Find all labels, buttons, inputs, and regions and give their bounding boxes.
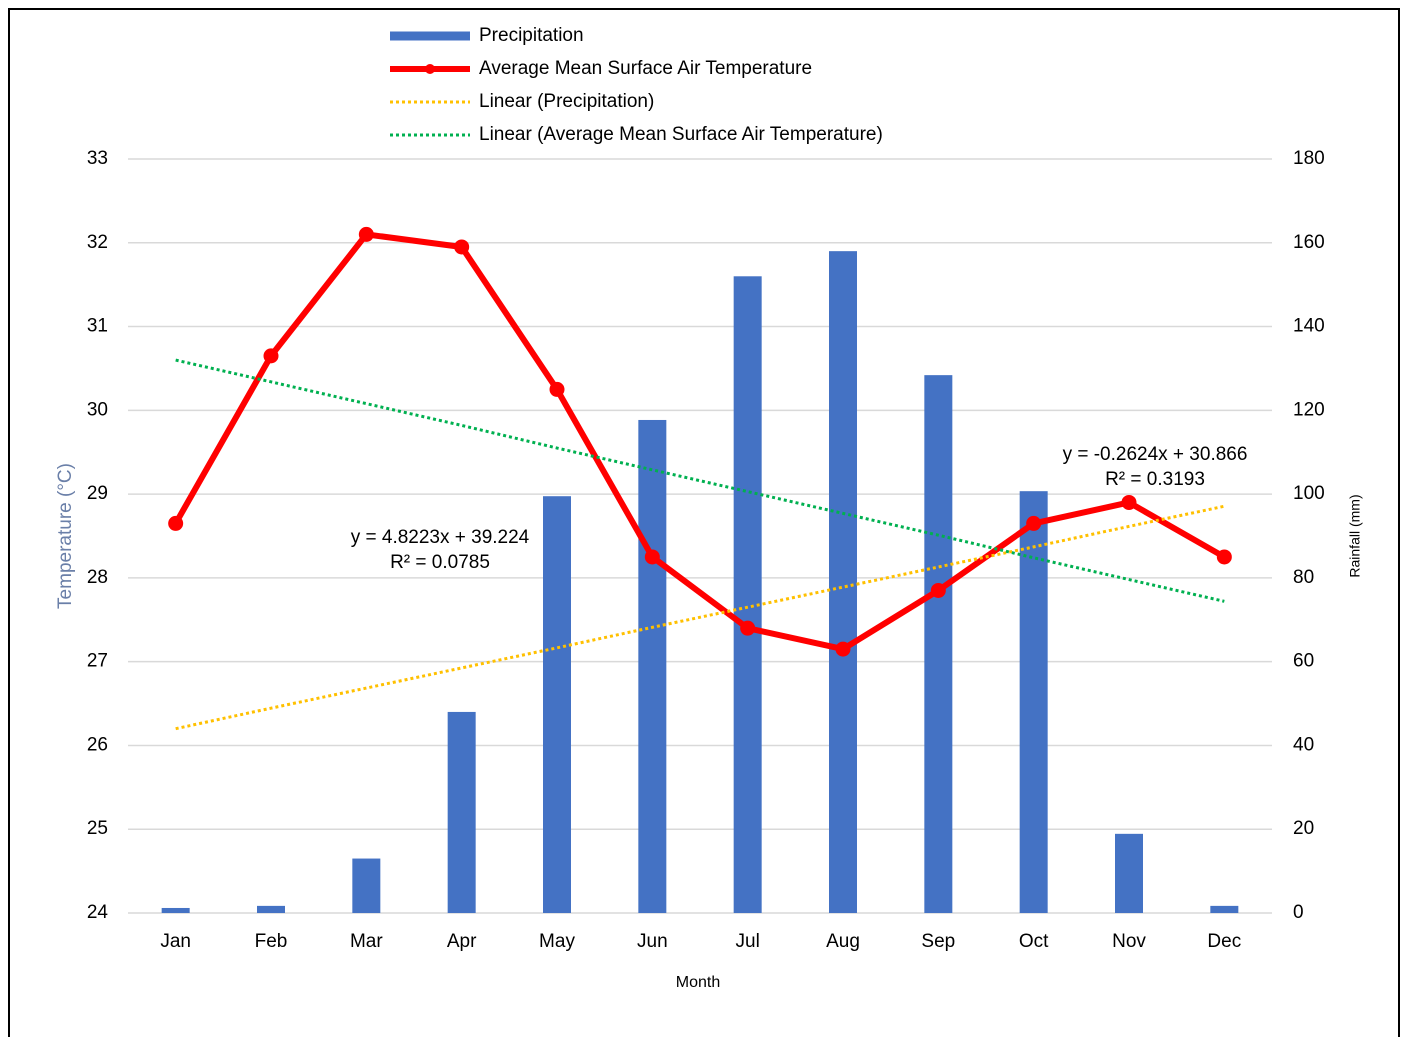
x-tick-label: Feb — [255, 931, 288, 952]
marker — [168, 515, 184, 531]
y-tick-label: 31 — [87, 316, 108, 337]
bar — [733, 276, 762, 913]
bar — [257, 905, 285, 913]
marker — [549, 381, 565, 397]
y2-axis-title: Rainfall (mm) — [1347, 494, 1363, 577]
bar — [1115, 833, 1143, 913]
bar — [1019, 491, 1048, 913]
x-tick-label: Mar — [350, 931, 383, 952]
y2-tick-label: 60 — [1293, 651, 1314, 672]
bar — [924, 375, 953, 913]
marker — [1026, 515, 1042, 531]
bar — [447, 711, 476, 913]
line — [173, 231, 1226, 653]
marker — [644, 549, 660, 565]
legend-label: Linear (Average Mean Surface Air Tempera… — [479, 124, 883, 145]
y2-tick-label: 20 — [1293, 818, 1314, 839]
y-tick-label: 26 — [87, 734, 108, 755]
bar — [1210, 905, 1239, 913]
bar — [638, 419, 667, 913]
marker — [454, 239, 470, 255]
y2-tick-label: 180 — [1293, 148, 1325, 169]
marker — [358, 226, 374, 242]
y2-tick-label: 120 — [1293, 399, 1325, 420]
x-axis-title: Month — [676, 974, 720, 991]
y-tick-label: 29 — [87, 483, 108, 504]
trendline-equation: R² = 0.3193 — [1105, 469, 1205, 490]
x-tick-label: Sep — [921, 931, 955, 952]
marker — [1216, 549, 1232, 565]
y-tick-label: 27 — [87, 651, 108, 672]
trendline — [175, 504, 1225, 731]
y2-tick-label: 40 — [1293, 734, 1314, 755]
bar — [829, 251, 857, 914]
marker — [930, 582, 946, 598]
y-tick-label: 33 — [87, 148, 108, 169]
bar — [352, 858, 381, 913]
marker — [835, 641, 851, 657]
marker — [1121, 494, 1137, 510]
trendline-equation: y = -0.2624x + 30.866 — [1063, 444, 1248, 465]
y-axis-title: Temperature (°C) — [55, 463, 76, 609]
x-tick-label: Dec — [1207, 931, 1241, 952]
legend-label: Linear (Precipitation) — [479, 91, 654, 112]
bar — [161, 907, 190, 913]
chart-frame — [8, 8, 1400, 1037]
y2-tick-label: 0 — [1293, 902, 1304, 923]
trendline-equation: R² = 0.0785 — [390, 552, 490, 573]
y-tick-label: 28 — [87, 567, 108, 588]
y-tick-label: 25 — [87, 818, 108, 839]
x-tick-label: Oct — [1019, 931, 1049, 952]
marker — [263, 348, 279, 364]
y2-tick-label: 140 — [1293, 316, 1325, 337]
marker — [740, 620, 756, 636]
x-tick-label: Jul — [736, 931, 760, 952]
bar — [543, 496, 571, 913]
x-tick-label: Jun — [637, 931, 668, 952]
y-tick-label: 24 — [87, 902, 109, 923]
trendline — [175, 358, 1225, 603]
x-tick-label: Apr — [447, 931, 477, 952]
legend-label: Average Mean Surface Air Temperature — [479, 58, 812, 79]
y-tick-label: 32 — [87, 232, 108, 253]
x-tick-label: May — [539, 931, 575, 952]
x-tick-label: Nov — [1112, 931, 1146, 952]
y2-tick-label: 100 — [1293, 483, 1325, 504]
x-tick-label: Aug — [826, 931, 860, 952]
y2-tick-label: 160 — [1293, 232, 1325, 253]
legend-marker — [425, 64, 435, 74]
x-tick-label: Jan — [160, 931, 191, 952]
y2-tick-label: 80 — [1293, 567, 1314, 588]
trendline-equation: y = 4.8223x + 39.224 — [351, 527, 530, 548]
y-tick-label: 30 — [87, 399, 108, 420]
legend-label: Precipitation — [479, 25, 584, 46]
